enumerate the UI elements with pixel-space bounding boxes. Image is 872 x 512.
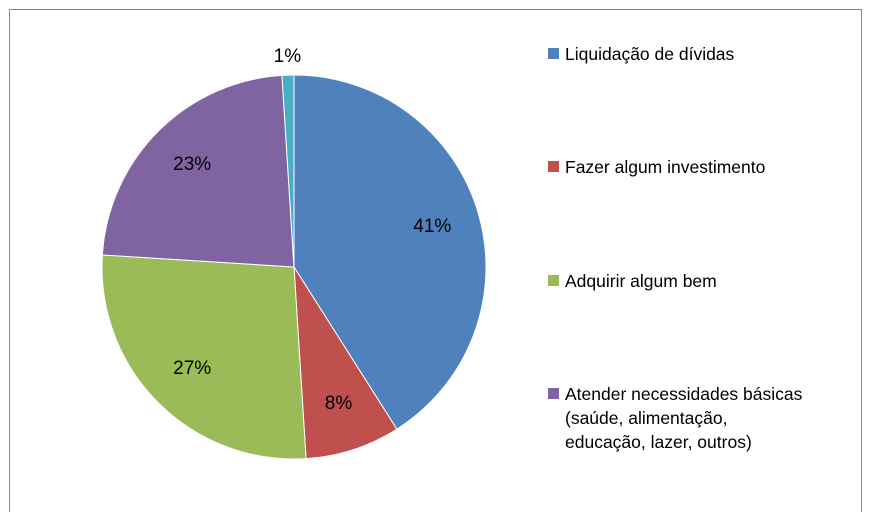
legend-label: Fazer algum investimento	[565, 157, 766, 177]
legend-label: Adquirir algum bem	[565, 271, 717, 291]
legend-item: Adquirir algum bem	[548, 269, 848, 293]
legend-swatch	[548, 275, 559, 286]
pie-slice	[101, 254, 307, 460]
data-label: 8%	[325, 393, 353, 414]
pie-slice	[101, 74, 295, 268]
pie-slice	[293, 74, 487, 430]
legend-item: Atender necessidades básicas (saúde, ali…	[548, 382, 848, 454]
data-label: 41%	[413, 216, 451, 237]
legend-swatch	[548, 48, 559, 59]
data-label: 27%	[173, 358, 211, 379]
legend-swatch	[548, 388, 559, 399]
pie-slice	[281, 74, 295, 268]
data-label: 23%	[173, 154, 211, 175]
legend-label: Liquidação de dívidas	[565, 44, 735, 64]
legend-item: Liquidação de dívidas	[548, 42, 848, 66]
legend-swatch	[548, 161, 559, 172]
pie-slice	[293, 266, 398, 460]
data-label: 1%	[274, 46, 302, 67]
legend-item: Fazer algum investimento	[548, 155, 848, 179]
legend-label: Atender necessidades básicas (saúde, ali…	[565, 384, 803, 452]
